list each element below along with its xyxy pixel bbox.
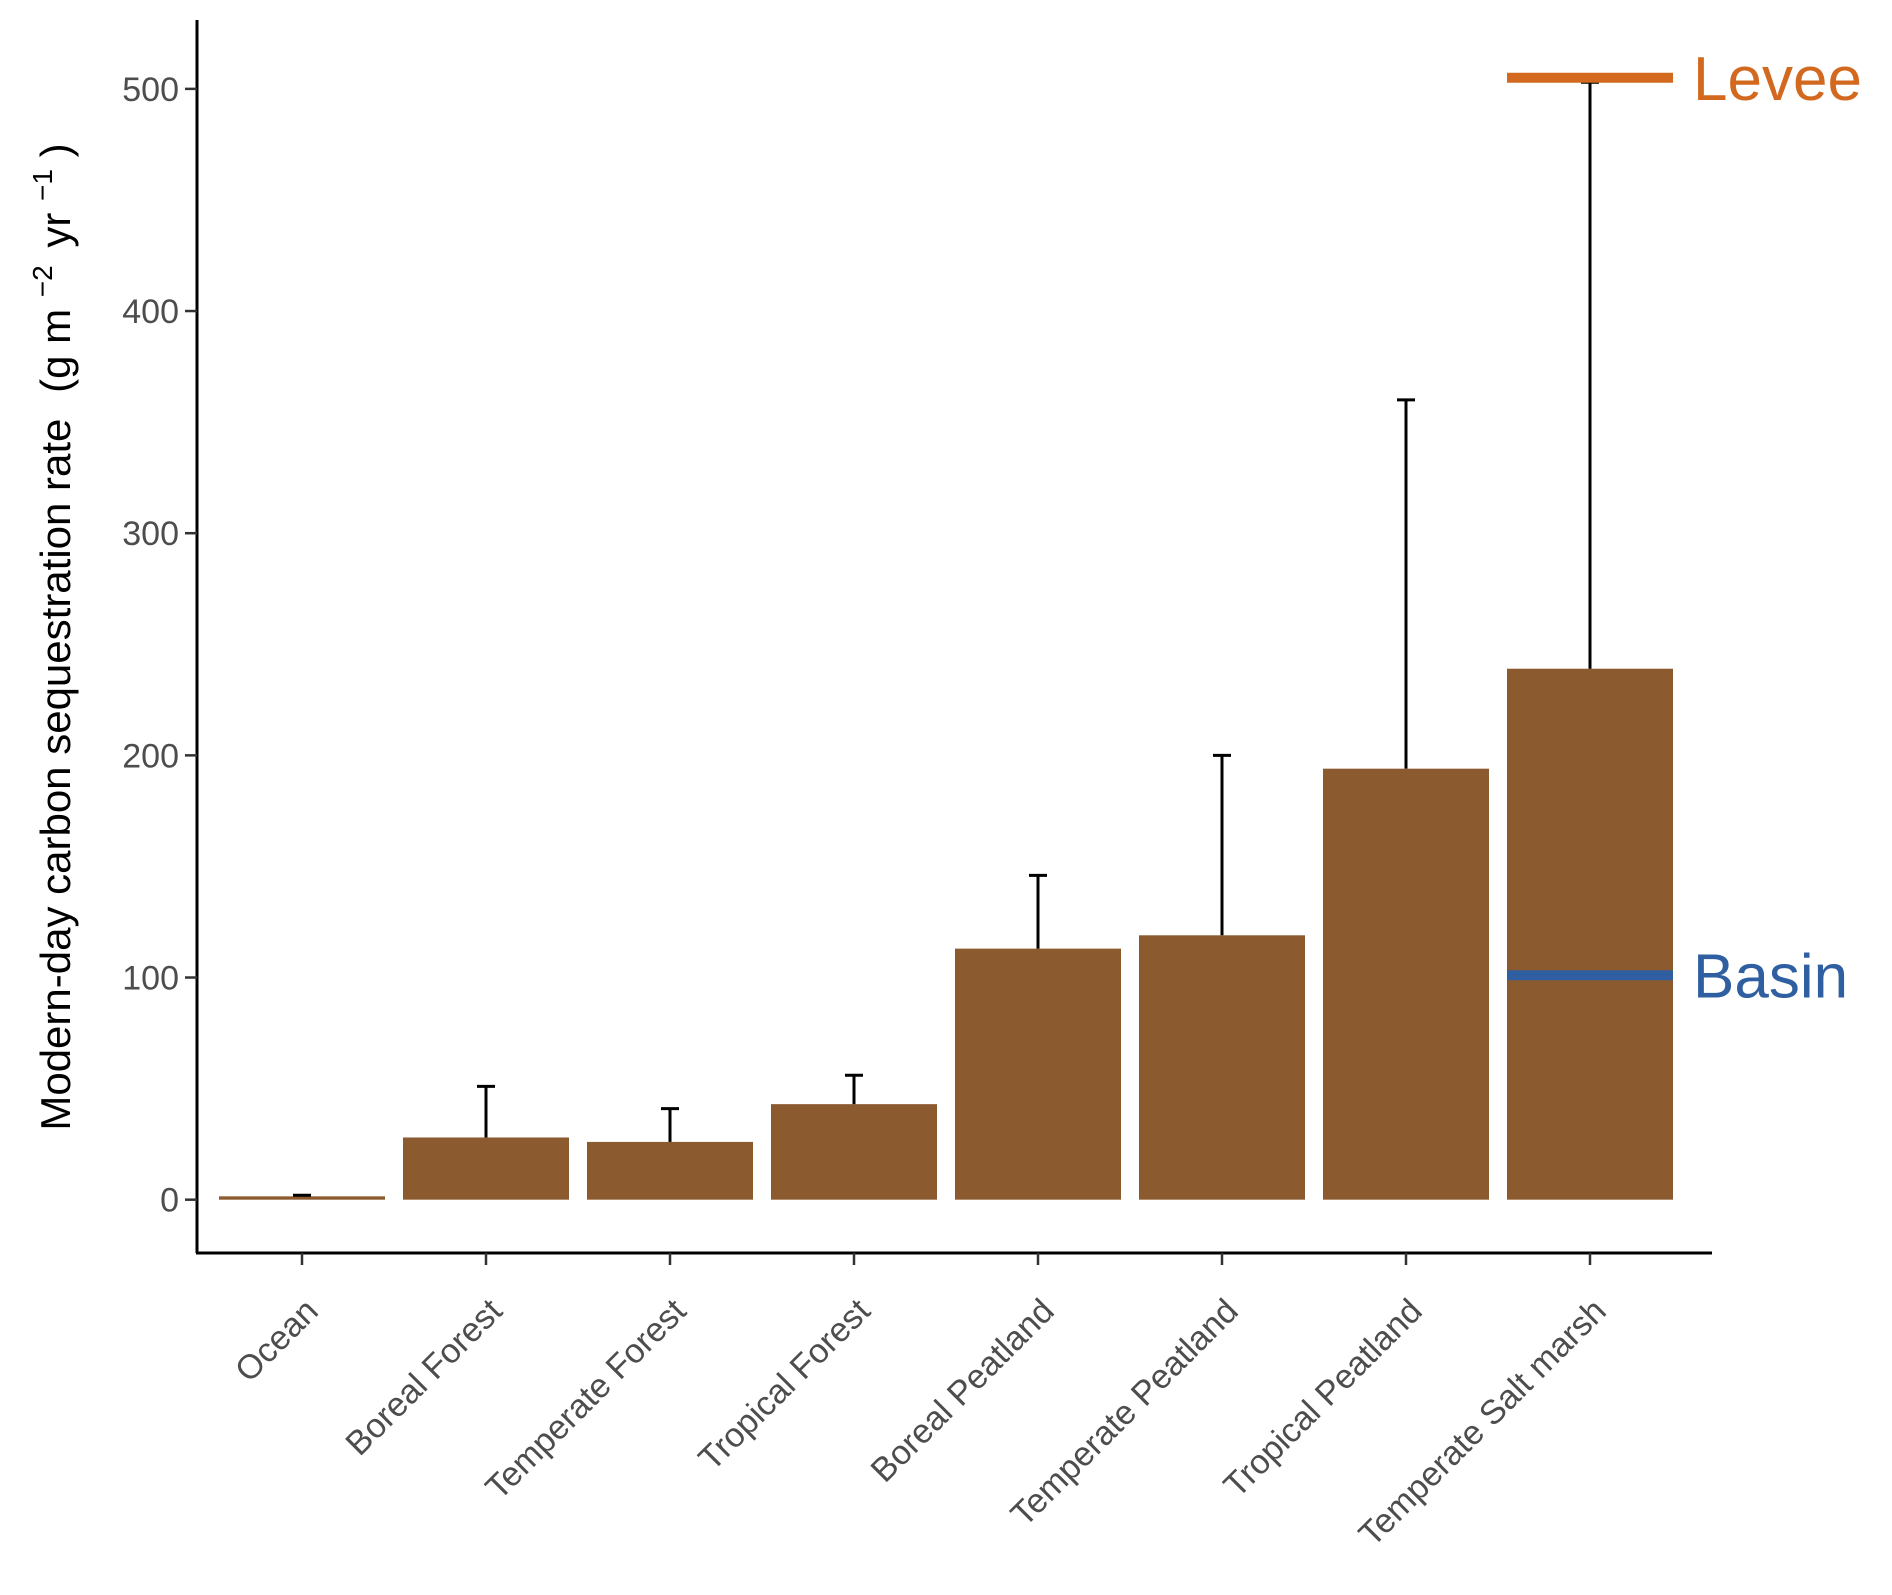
y-tick-label: 500	[122, 71, 179, 109]
y-axis-unit-close: )	[32, 143, 79, 157]
basin-label: Basin	[1693, 942, 1848, 1011]
axes	[195, 20, 1712, 1255]
y-tick-label: 400	[122, 293, 179, 331]
x-tick-label-boreal-peatland: Boreal Peatland	[864, 1292, 1062, 1490]
y-tick-label: 0	[160, 1182, 179, 1220]
y-axis-unit-mid: yr	[32, 213, 79, 248]
y-axis-unit-exp1: −2	[27, 265, 58, 297]
bar-ocean	[219, 1196, 385, 1200]
y-tick-label: 300	[122, 515, 179, 553]
bar-temperate-forest	[587, 1141, 753, 1200]
y-axis-unit-open: (g m	[32, 309, 79, 393]
y-axis-title: Modern-day carbon sequestration rate (g …	[14, 143, 79, 1130]
bar-temperate-peatland	[1139, 935, 1305, 1200]
bar-tropical-forest	[771, 1104, 937, 1200]
bar-tropical-peatland	[1323, 768, 1489, 1200]
error-bars	[293, 80, 1599, 1197]
bar-temperate-salt-marsh	[1507, 668, 1673, 1200]
bar-boreal-peatland	[955, 948, 1121, 1200]
y-tick-label: 100	[122, 960, 179, 998]
y-axis-title-main: Modern-day carbon sequestration rate	[32, 419, 79, 1131]
y-ticks: 0 100 200 300 400 500	[122, 71, 197, 1220]
y-tick-label: 200	[122, 737, 179, 775]
x-tick-label-boreal-forest: Boreal Forest	[338, 1291, 510, 1463]
y-axis-unit-exp2: −1	[27, 169, 58, 201]
bar-boreal-forest	[403, 1137, 569, 1200]
x-tick-label-tropical-forest: Tropical Forest	[691, 1291, 878, 1478]
x-tick-label-ocean: Ocean	[228, 1292, 326, 1390]
annotation-lines	[1507, 72, 1673, 981]
annotation-labels: Levee Basin	[1693, 45, 1862, 1012]
x-tick-label-temperate-forest: Temperate Forest	[478, 1291, 694, 1507]
x-tick-label-tropical-peatland: Tropical Peatland	[1217, 1292, 1430, 1505]
levee-label: Levee	[1693, 45, 1862, 114]
bars	[219, 668, 1673, 1200]
